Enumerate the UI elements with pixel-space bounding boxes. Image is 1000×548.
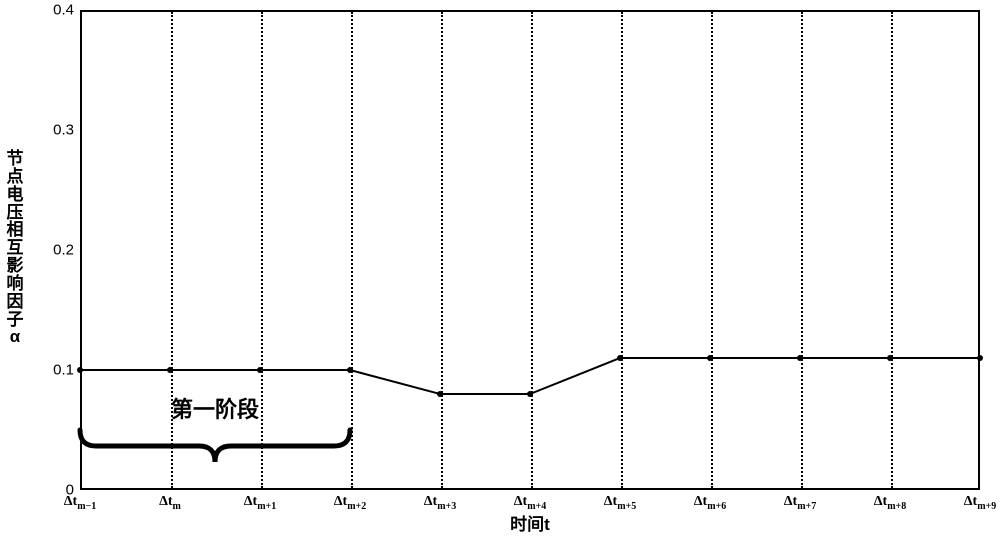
chart-container: { "layout": { "plot": { "left": 80, "top… <box>0 0 1000 548</box>
y-tick-label: 0.2 <box>53 242 74 259</box>
x-tick-label: Δtm+6 <box>694 494 726 512</box>
gridline <box>891 12 893 488</box>
gridline <box>711 12 713 488</box>
gridline <box>531 12 533 488</box>
series-segment <box>440 393 530 395</box>
x-tick-label: Δtm+1 <box>244 494 276 512</box>
gridline <box>801 12 803 488</box>
gridline <box>261 12 263 488</box>
gridline <box>441 12 443 488</box>
gridline <box>621 12 623 488</box>
x-tick-label: Δtm+8 <box>874 494 906 512</box>
gridline <box>351 12 353 488</box>
series-segment <box>260 369 350 371</box>
x-tick-label: Δtm+5 <box>604 494 636 512</box>
series-segment <box>620 357 710 359</box>
x-tick-label: Δtm+2 <box>334 494 366 512</box>
series-segment <box>170 369 260 371</box>
y-tick-label: 0.3 <box>53 122 74 139</box>
y-tick-label: 0.1 <box>53 362 74 379</box>
series-marker <box>977 355 983 361</box>
series-segment <box>890 357 980 359</box>
y-axis-title: 节点电压相互影响因子α <box>6 150 24 346</box>
x-tick-label: Δtm+7 <box>784 494 816 512</box>
brace-icon <box>80 418 350 462</box>
series-segment <box>710 357 800 359</box>
series-segment <box>800 357 890 359</box>
x-tick-label: Δtm+3 <box>424 494 456 512</box>
series-segment <box>80 369 170 371</box>
x-tick-label: Δtm <box>159 494 181 512</box>
x-tick-label: Δtm−1 <box>64 494 96 512</box>
x-tick-label: Δtm+9 <box>964 494 996 512</box>
x-axis-title: 时间t <box>510 510 550 535</box>
y-tick-label: 0.4 <box>53 2 74 19</box>
